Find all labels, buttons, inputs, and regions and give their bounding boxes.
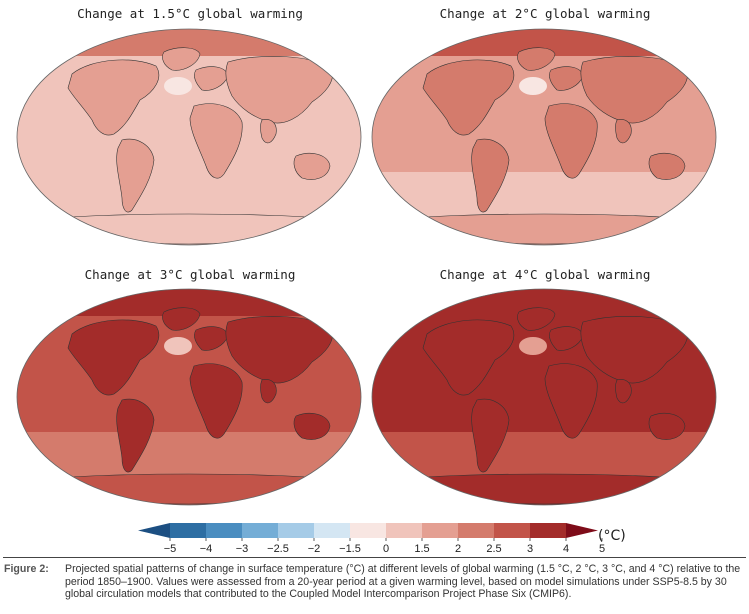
- colorbar-cell: [386, 523, 422, 538]
- europe-landmass: [549, 326, 584, 351]
- europe-landmass: [194, 326, 229, 351]
- colorbar-tick-label: 4: [563, 543, 569, 555]
- north-atlantic-warming-hole: [164, 77, 192, 95]
- colorbar-high-arrow: [566, 523, 598, 538]
- map-border: [371, 28, 717, 246]
- north-america-landmass: [422, 319, 515, 396]
- colorbar-cell: [530, 523, 566, 538]
- south-america-landmass: [116, 138, 155, 213]
- colorbar-tick-label: −2.5: [267, 543, 289, 555]
- north-atlantic-warming-hole: [519, 337, 547, 355]
- africa-landmass: [189, 103, 243, 179]
- colorbar-tick-label: −2: [308, 543, 321, 555]
- india-landmass: [615, 119, 632, 144]
- colorbar-tick-label: −1.5: [339, 543, 361, 555]
- map-border: [16, 288, 362, 506]
- southern-ocean-band: [17, 172, 361, 222]
- southern-ocean-band: [372, 172, 716, 222]
- caption-divider: [3, 557, 746, 558]
- panel-title-1: Change at 1.5°C global warming: [77, 6, 303, 21]
- north-america-landmass: [422, 59, 515, 136]
- colorbar-tick-label: −5: [164, 543, 177, 555]
- southern-ocean-band: [17, 432, 361, 482]
- caption-text: Projected spatial patterns of change in …: [65, 563, 741, 601]
- north-atlantic-warming-hole: [164, 337, 192, 355]
- colorbar-tick-label: 1.5: [414, 543, 429, 555]
- figure-caption: Figure 2: Projected spatial patterns of …: [4, 563, 744, 601]
- colorbar-tick-label: 5: [599, 543, 605, 555]
- panel-title-2: Change at 2°C global warming: [439, 6, 651, 21]
- warming-map-3c: [16, 288, 362, 506]
- south-america-landmass: [116, 398, 155, 473]
- africa-landmass: [544, 363, 598, 439]
- greenland-landmass: [162, 307, 201, 331]
- australia-landmass: [648, 413, 686, 440]
- colorbar-tick-label: 2.5: [486, 543, 501, 555]
- south-america-landmass: [471, 398, 510, 473]
- colorbar-cell: [422, 523, 458, 538]
- south-america-landmass: [471, 138, 510, 213]
- colorbar-low-arrow: [138, 523, 170, 538]
- greenland-landmass: [517, 307, 556, 331]
- antarctica-landmass: [35, 473, 343, 505]
- india-landmass: [260, 119, 277, 144]
- colorbar-tick-label: 0: [383, 543, 389, 555]
- map-border: [371, 288, 717, 506]
- colorbar-tick-label: 3: [527, 543, 533, 555]
- colorbar-tick-label: −3: [236, 543, 249, 555]
- colorbar-cell: [494, 523, 530, 538]
- warming-map-2c: [371, 28, 717, 246]
- north-america-landmass: [67, 59, 160, 136]
- australia-landmass: [293, 413, 331, 440]
- africa-landmass: [544, 103, 598, 179]
- india-landmass: [260, 379, 277, 404]
- antarctica-landmass: [390, 473, 698, 505]
- greenland-landmass: [162, 47, 201, 71]
- north-america-landmass: [67, 319, 160, 396]
- colorbar-cell: [242, 523, 278, 538]
- india-landmass: [615, 379, 632, 404]
- colorbar-tick-label: 2: [455, 543, 461, 555]
- australia-landmass: [648, 153, 686, 180]
- caption-label: Figure 2:: [4, 563, 49, 575]
- europe-landmass: [549, 66, 584, 91]
- colorbar-cell: [458, 523, 494, 538]
- antarctica-landmass: [390, 213, 698, 245]
- temperature-colorbar: −5 −4 −3 −2.5 −2 −1.5 0 1.5 2 2.5 3 4 5 (°C): [138, 523, 626, 555]
- antarctica-landmass: [35, 213, 343, 245]
- colorbar-cell: [170, 523, 206, 538]
- greenland-landmass: [517, 47, 556, 71]
- colorbar-unit-label: (°C): [598, 528, 626, 544]
- warming-map-4c: [371, 288, 717, 506]
- colorbar-cell: [350, 523, 386, 538]
- panel-title-4: Change at 4°C global warming: [439, 267, 651, 282]
- north-atlantic-warming-hole: [519, 77, 547, 95]
- colorbar-tick-label: −4: [200, 543, 213, 555]
- africa-landmass: [189, 363, 243, 439]
- panel-title-3: Change at 3°C global warming: [84, 267, 296, 282]
- colorbar-cell: [206, 523, 242, 538]
- southern-ocean-band: [372, 432, 716, 482]
- map-border: [16, 28, 362, 246]
- warming-map-1-5c: [16, 28, 362, 246]
- europe-landmass: [194, 66, 229, 91]
- colorbar-cell: [278, 523, 314, 538]
- australia-landmass: [293, 153, 331, 180]
- colorbar-cell: [314, 523, 350, 538]
